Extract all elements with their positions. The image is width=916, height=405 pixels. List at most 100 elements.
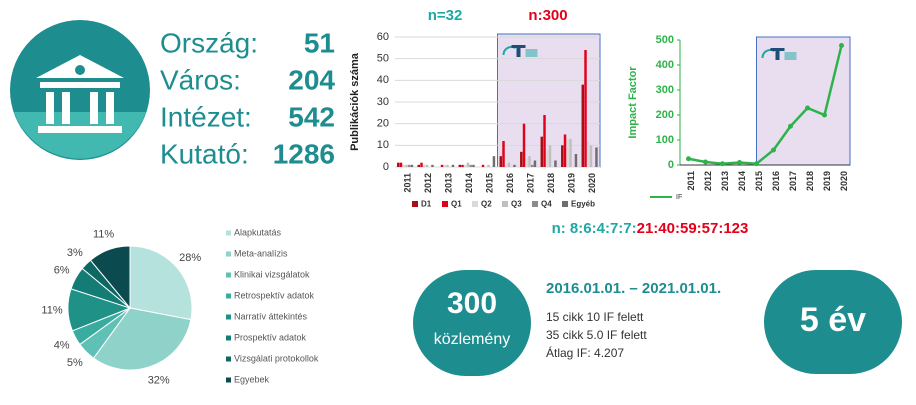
summary-line: 35 cikk 5.0 IF felett — [546, 328, 647, 342]
bar — [446, 164, 449, 167]
bar — [533, 160, 537, 167]
point — [771, 147, 776, 153]
x-tick-label: 2016 — [505, 173, 515, 193]
x-tick-label: 2017 — [788, 171, 798, 191]
line — [688, 45, 843, 166]
legend-swatch — [502, 201, 508, 207]
legend-swatch — [226, 230, 231, 236]
legend-label: Q4 — [541, 200, 552, 209]
count-right: n:300 — [528, 7, 567, 24]
y-tick-label: 50 — [377, 53, 389, 65]
point — [720, 161, 725, 167]
legend-label: IF — [676, 194, 682, 201]
legend-swatch — [472, 201, 478, 207]
slice-label: 5% — [67, 357, 83, 369]
point — [788, 123, 793, 129]
y-tick-label: 300 — [656, 84, 674, 96]
ratio-right: 21:40:59:57:123 — [637, 220, 749, 237]
legend-swatch — [226, 356, 231, 362]
bar — [563, 134, 567, 167]
summary-line: 15 cikk 10 IF felett — [546, 310, 644, 324]
legend-label: Meta-analízis — [234, 248, 288, 258]
legend-label: Q2 — [481, 200, 492, 209]
bar — [420, 162, 423, 167]
count-left: n=32 — [428, 7, 463, 24]
legend-swatch — [226, 272, 231, 278]
slice-label: 11% — [93, 229, 114, 241]
y-tick-label: 100 — [656, 134, 674, 146]
x-tick-label: 2019 — [822, 171, 832, 191]
bar — [443, 164, 446, 167]
duration-badge — [764, 270, 902, 374]
x-tick-label: 2012 — [703, 171, 713, 191]
stat-label: Ország: — [160, 27, 258, 58]
legend-swatch — [442, 201, 448, 207]
bar — [464, 164, 467, 167]
legend-label: Q3 — [511, 200, 522, 209]
x-tick-label: 2017 — [526, 173, 536, 193]
stat-value: 204 — [288, 64, 335, 95]
x-tick-label: 2016 — [771, 171, 781, 191]
bar — [548, 145, 552, 167]
bar — [525, 158, 528, 167]
slice-label: 11% — [41, 304, 62, 316]
legend-label: Egyéb — [571, 200, 595, 209]
y-tick-label: 0 — [668, 159, 674, 171]
stat-value: 1286 — [273, 138, 335, 169]
ratio: n: 8:6:4:7:7:21:40:59:57:123 — [552, 220, 749, 237]
bar — [487, 164, 490, 167]
stat-label: Város: — [160, 64, 241, 95]
bar — [399, 162, 403, 167]
bar — [402, 164, 405, 167]
bar — [472, 164, 475, 167]
bar — [461, 164, 464, 167]
y-tick-label: 10 — [377, 139, 389, 151]
bar — [431, 164, 434, 167]
point — [703, 159, 708, 165]
ratio-left: n: 8:6:4:7:7: — [552, 220, 637, 237]
point — [805, 105, 810, 111]
legend-label: Klinikai vizsgálatok — [234, 269, 310, 279]
bar — [540, 136, 544, 167]
summary-count: 300 — [447, 287, 497, 320]
stat-label: Kutató: — [160, 138, 249, 169]
bar — [520, 151, 523, 167]
legend-label: Alapkutatás — [234, 227, 282, 237]
bar — [569, 138, 572, 167]
slice-label: 3% — [67, 247, 83, 259]
logo — [525, 49, 538, 57]
summary-count-label: közlemény — [434, 331, 510, 348]
bar — [566, 138, 569, 167]
bar — [397, 162, 400, 167]
legend-swatch — [226, 377, 231, 383]
legend-label: Retrospektív adatok — [234, 290, 315, 300]
bar — [417, 164, 421, 167]
point — [839, 43, 844, 48]
slice-label: 28% — [179, 252, 201, 264]
y-tick-label: 0 — [383, 161, 389, 173]
bar — [574, 154, 578, 167]
x-tick-label: 2014 — [737, 171, 747, 191]
point — [686, 156, 691, 162]
stat-value: 51 — [304, 27, 335, 58]
logo — [775, 48, 780, 60]
y-axis-label: Publikációk száma — [349, 52, 361, 151]
x-tick-label: 2015 — [754, 171, 764, 191]
bar — [589, 145, 593, 167]
x-tick-label: 2011 — [403, 173, 413, 193]
legend-label: Egyebek — [234, 374, 270, 384]
slice-label: 4% — [54, 339, 70, 351]
legend-swatch — [226, 251, 231, 257]
y-tick-label: 20 — [377, 118, 389, 130]
bar — [423, 164, 426, 167]
y-tick-label: 60 — [377, 31, 389, 43]
summary-line: Átlag IF: 4.207 — [546, 345, 624, 360]
highlight-region — [756, 36, 851, 166]
x-tick-label: 2013 — [444, 173, 454, 193]
point — [822, 112, 827, 118]
legend-swatch — [412, 201, 418, 207]
bar — [530, 164, 534, 167]
bar — [546, 149, 549, 167]
bar — [481, 164, 485, 167]
